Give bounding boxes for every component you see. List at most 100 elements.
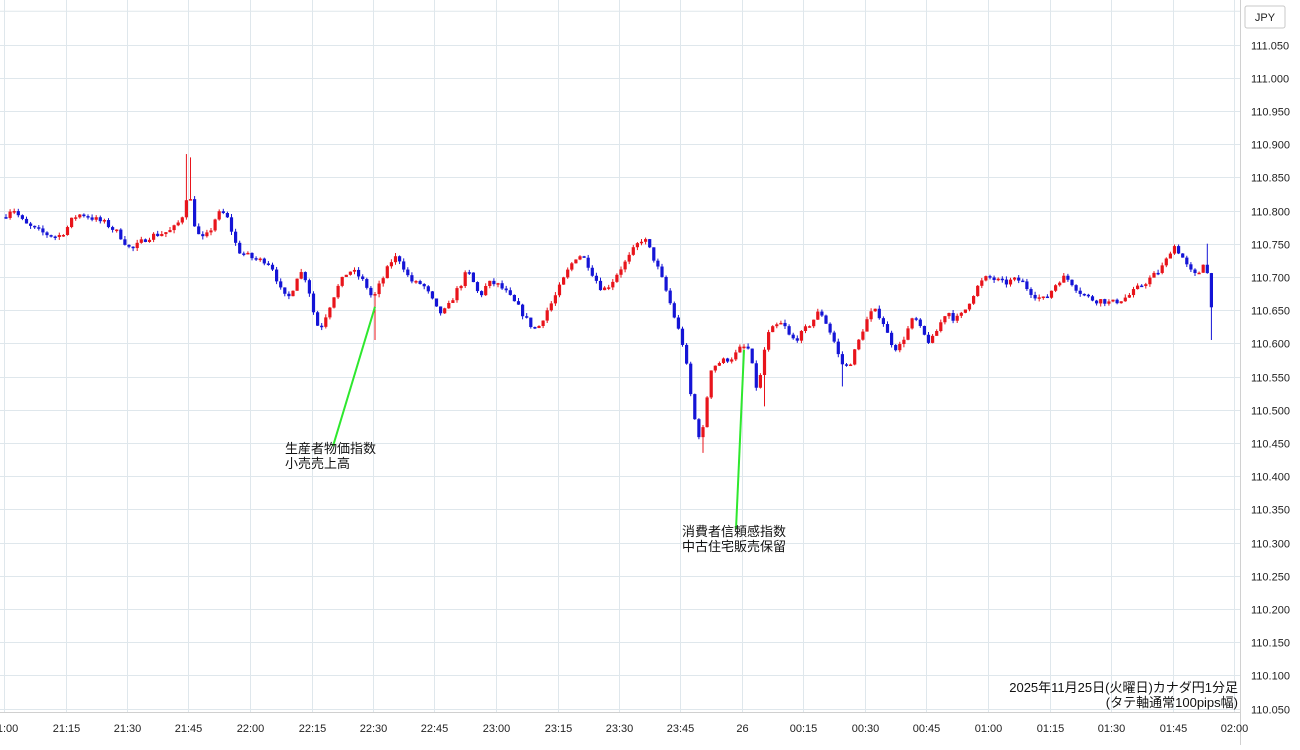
x-tick-label: 01:30 xyxy=(1098,723,1126,735)
candle-body xyxy=(980,280,984,286)
candle-body xyxy=(357,269,361,277)
candle-body xyxy=(1164,258,1168,266)
candle-body xyxy=(935,330,939,336)
candle-body xyxy=(307,280,311,294)
candle-body xyxy=(176,222,180,226)
candle-body xyxy=(1119,301,1123,304)
candle-body xyxy=(955,315,959,321)
x-tick-label: 01:15 xyxy=(1037,723,1065,735)
candle-body xyxy=(201,234,205,237)
candle-body xyxy=(1049,290,1054,298)
x-tick-label: 21:15 xyxy=(53,723,81,735)
candle-body xyxy=(906,328,910,340)
candle-body xyxy=(111,227,115,230)
candle-body xyxy=(672,303,676,318)
candle-body xyxy=(480,291,484,296)
y-tick-label: 110.550 xyxy=(1251,373,1290,385)
candle-body xyxy=(1152,272,1156,278)
candle-body xyxy=(57,235,61,237)
candle-body xyxy=(1156,272,1160,275)
candle-body xyxy=(533,327,537,329)
candle-body xyxy=(463,272,467,287)
candle-body xyxy=(287,293,291,297)
candle-body xyxy=(1078,290,1082,294)
candle-body xyxy=(209,230,213,233)
candle-body xyxy=(447,302,451,309)
candle-body xyxy=(742,346,746,349)
grid xyxy=(0,0,1240,712)
y-tick-label: 110.850 xyxy=(1251,173,1290,185)
candle-body xyxy=(258,258,262,261)
candle-body xyxy=(881,318,885,325)
candle-body xyxy=(635,243,639,248)
candle-body xyxy=(869,311,873,320)
candle-body xyxy=(885,324,890,333)
candle-body xyxy=(193,199,197,227)
candle-body xyxy=(582,256,586,258)
candle-body xyxy=(74,217,78,219)
candle-body xyxy=(459,286,463,289)
candle-body xyxy=(115,229,119,232)
candle-body xyxy=(41,228,45,233)
candle-body xyxy=(894,345,898,351)
candle-body xyxy=(320,325,324,328)
candle-body xyxy=(152,233,156,240)
candle-body xyxy=(455,288,459,301)
candle-body xyxy=(147,239,152,242)
candle-body xyxy=(877,308,881,319)
y-tick-label: 110.050 xyxy=(1251,705,1290,717)
candle-body xyxy=(931,335,935,343)
candle-body xyxy=(816,311,820,320)
candle-body xyxy=(910,318,914,329)
candle-body xyxy=(738,346,742,353)
candle-body xyxy=(369,287,373,296)
candle-body xyxy=(590,267,594,276)
y-tick-label: 110.900 xyxy=(1251,140,1290,152)
candle-body xyxy=(1074,285,1078,291)
candle-body xyxy=(516,301,521,305)
annotation-label: 生産者物価指数 xyxy=(285,441,376,456)
candle-body xyxy=(566,269,570,278)
candle-body xyxy=(385,266,389,279)
candle-body xyxy=(283,287,287,294)
candle-body xyxy=(188,199,193,201)
x-tick-label: 26 xyxy=(736,723,748,735)
candle-body xyxy=(168,230,172,233)
candle-body xyxy=(619,269,623,275)
candle-body xyxy=(828,323,832,333)
candle-body xyxy=(303,272,307,281)
candle-body xyxy=(1099,299,1103,304)
candle-body xyxy=(492,280,496,285)
candle-body xyxy=(705,397,709,428)
candle-body xyxy=(988,276,992,278)
x-tick-label: 21:00 xyxy=(0,723,18,735)
candle-body xyxy=(697,419,701,438)
candle-body xyxy=(803,326,808,332)
candle-body xyxy=(402,261,406,270)
candle-body xyxy=(1017,277,1021,281)
candle-body xyxy=(586,257,590,268)
candle-body xyxy=(689,363,693,395)
candle-body xyxy=(598,280,603,291)
x-tick-label: 01:45 xyxy=(1160,723,1188,735)
candle-body xyxy=(652,247,656,261)
candle-body xyxy=(1205,264,1209,274)
candle-body xyxy=(959,312,963,316)
candle-body xyxy=(246,252,250,255)
candle-body xyxy=(853,349,857,365)
candle-body xyxy=(984,276,988,281)
candle-body xyxy=(775,324,779,327)
candle-body xyxy=(275,269,279,282)
candle-body xyxy=(746,346,750,349)
candle-body xyxy=(1172,246,1177,254)
candle-body xyxy=(1058,282,1062,286)
candle-body xyxy=(164,232,168,235)
candle-body xyxy=(344,274,348,277)
y-tick-label: 110.750 xyxy=(1251,240,1290,252)
candle-body xyxy=(1086,294,1090,297)
candle-body xyxy=(291,290,295,297)
candle-body xyxy=(1103,299,1107,304)
y-tick-label: 110.400 xyxy=(1251,472,1290,484)
candle-body xyxy=(316,312,320,326)
